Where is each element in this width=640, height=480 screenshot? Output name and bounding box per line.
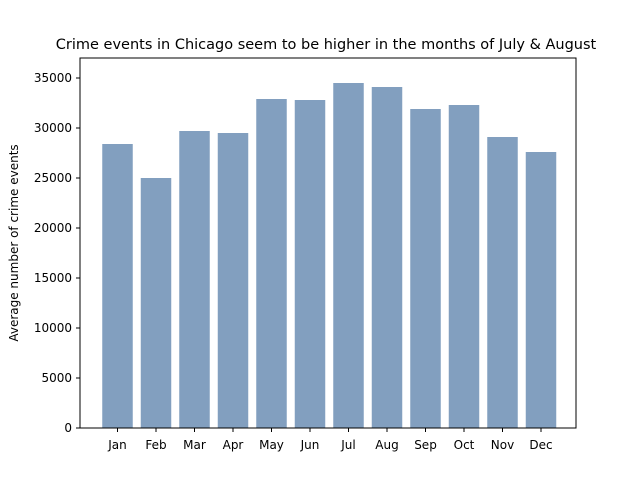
bar-may	[256, 99, 287, 428]
y-axis-ticks: 0 5000 10000 15000 20000 25000 30000 35000	[34, 71, 80, 435]
bar-jul	[333, 83, 364, 428]
bar-sep	[410, 109, 441, 428]
bar-jan	[102, 144, 133, 428]
y-tick-label-25000: 25000	[34, 171, 72, 185]
y-tick-label-20000: 20000	[34, 221, 72, 235]
axes-layer	[79, 57, 577, 429]
x-tick-label-jul: Jul	[340, 438, 355, 452]
x-axis-ticks: Jan Feb Mar Apr May Jun Jul Aug Sep Oct Nov Dec	[107, 428, 553, 452]
bars-layer	[102, 83, 557, 428]
bar-jun	[294, 100, 326, 428]
bar-oct	[448, 105, 480, 428]
x-tick-label-sep: Sep	[414, 438, 437, 452]
x-tick-label-jun: Jun	[300, 438, 320, 452]
bar-nov	[487, 137, 518, 428]
chart-title: Crime events in Chicago seem to be highe…	[56, 37, 597, 53]
bar-aug	[371, 87, 403, 428]
bar-feb	[140, 178, 172, 428]
y-axis-label: Average number of crime events	[7, 144, 21, 341]
bar-dec	[525, 152, 557, 428]
y-tick-label-30000: 30000	[34, 121, 72, 135]
y-tick-label-10000: 10000	[34, 321, 72, 335]
x-tick-label-dec: Dec	[529, 438, 552, 452]
x-tick-label-nov: Nov	[491, 438, 514, 452]
y-tick-label-0: 0	[64, 421, 72, 435]
x-tick-label-jan: Jan	[107, 438, 127, 452]
y-tick-label-15000: 15000	[34, 271, 72, 285]
x-tick-label-feb: Feb	[145, 438, 166, 452]
y-tick-label-35000: 35000	[34, 71, 72, 85]
y-tick-label-5000: 5000	[41, 371, 72, 385]
x-tick-label-mar: Mar	[183, 438, 206, 452]
x-tick-label-may: May	[259, 438, 284, 452]
x-tick-label-aug: Aug	[375, 438, 398, 452]
plot-frame	[79, 57, 577, 429]
x-tick-label-apr: Apr	[223, 438, 244, 452]
bar-mar	[179, 131, 210, 428]
x-tick-label-oct: Oct	[454, 438, 475, 452]
bar-apr	[217, 133, 249, 428]
